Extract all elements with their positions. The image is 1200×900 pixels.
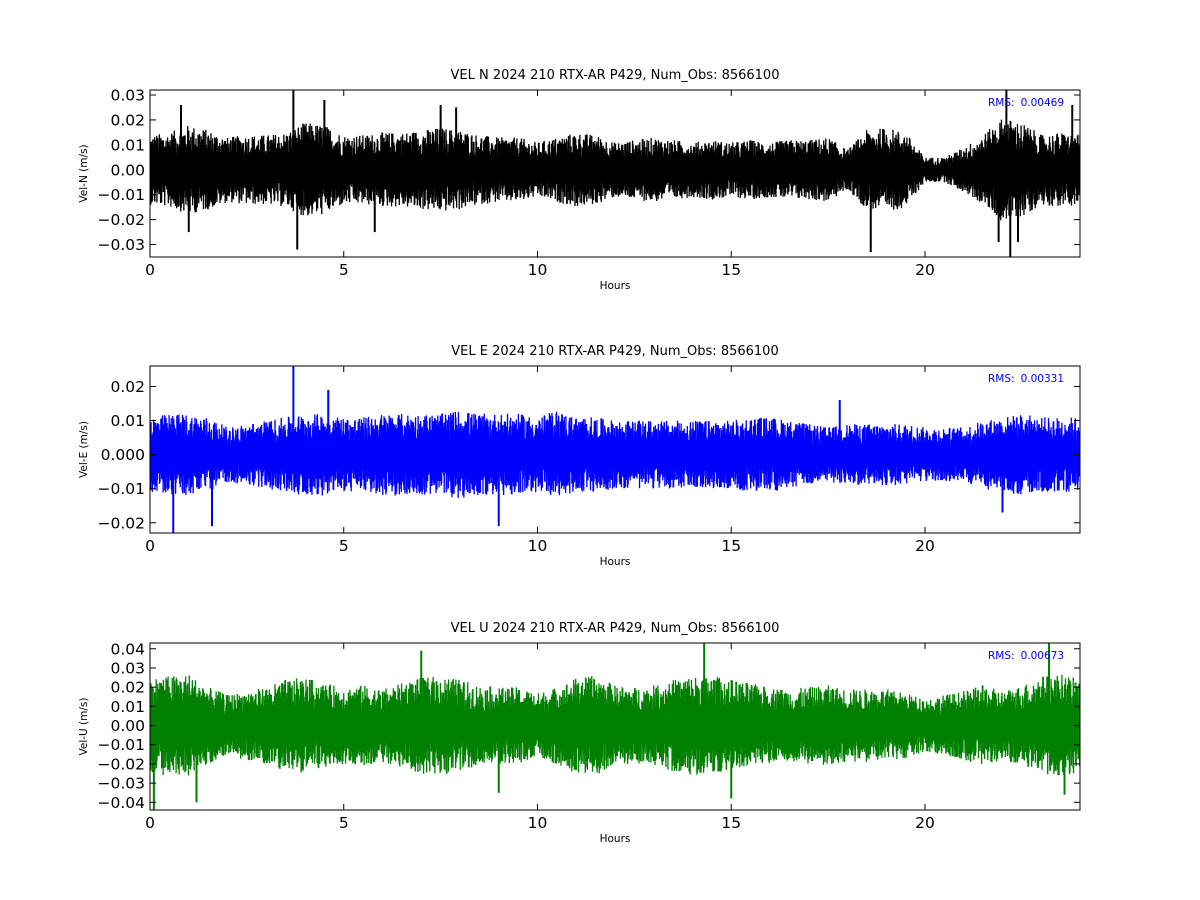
x-tick-label: 10 <box>528 261 548 279</box>
plot-title: VEL N 2024 210 RTX-AR P429, Num_Obs: 856… <box>451 68 780 83</box>
axes-frame <box>149 89 1081 258</box>
y-tick-label: 0.00 <box>110 717 145 735</box>
rms-value: 0.00673 <box>1021 650 1064 662</box>
x-axis-label: Hours <box>600 833 631 845</box>
y-tick-label: −0.02 <box>98 211 146 229</box>
series-line <box>150 119 1080 221</box>
axes-frame <box>149 365 1081 534</box>
y-tick-label: 0.01 <box>110 698 145 716</box>
y-axis-label: Vel-U (m/s) <box>78 698 90 756</box>
y-tick-label: 0.01 <box>110 412 145 430</box>
rms-label: RMS: <box>988 373 1015 385</box>
x-tick-label: 15 <box>721 814 741 832</box>
x-tick-label: 0 <box>145 814 155 832</box>
y-tick-label: 0.02 <box>110 378 145 396</box>
y-tick-label: 0.03 <box>110 86 145 104</box>
y-tick-label: −0.04 <box>98 794 146 812</box>
rms-annotation: RMS: 0.00331 <box>988 373 1064 385</box>
plot-title: VEL E 2024 210 RTX-AR P429, Num_Obs: 856… <box>451 344 778 359</box>
y-tick-label: −0.02 <box>98 755 146 773</box>
y-tick-label: −0.01 <box>98 186 146 204</box>
x-axis-label: Hours <box>600 280 631 292</box>
x-tick-label: 5 <box>339 537 349 555</box>
y-tick-label: 0.02 <box>110 679 145 697</box>
y-tick-label: 0.04 <box>110 640 145 658</box>
x-tick-label: 15 <box>721 537 741 555</box>
x-tick-label: 20 <box>915 261 935 279</box>
x-tick-label: 5 <box>339 814 349 832</box>
rms-annotation: RMS: 0.00469 <box>988 97 1064 109</box>
x-tick-label: 10 <box>528 814 548 832</box>
y-tick-label: 0.00 <box>110 161 145 179</box>
rms-annotation: RMS: 0.00673 <box>988 650 1064 662</box>
y-tick-label: −0.02 <box>98 514 146 532</box>
y-axis-label: Vel-E (m/s) <box>78 421 90 478</box>
y-axis-label: Vel-N (m/s) <box>78 144 90 202</box>
axes-frame <box>149 642 1081 811</box>
subplot-east: VEL E 2024 210 RTX-AR P429, Num_Obs: 856… <box>78 344 1081 568</box>
x-tick-label: 0 <box>145 261 155 279</box>
x-axis-label: Hours <box>600 556 631 568</box>
subplot-up: VEL U 2024 210 RTX-AR P429, Num_Obs: 856… <box>78 621 1081 845</box>
y-tick-label: 0.000 <box>101 446 145 464</box>
x-tick-label: 15 <box>721 261 741 279</box>
rms-label: RMS: <box>988 650 1015 662</box>
subplot-north: VEL N 2024 210 RTX-AR P429, Num_Obs: 856… <box>78 68 1081 292</box>
x-tick-label: 20 <box>915 537 935 555</box>
y-tick-label: −0.01 <box>98 736 146 754</box>
series-line <box>150 674 1080 776</box>
x-tick-label: 20 <box>915 814 935 832</box>
y-tick-label: −0.03 <box>98 775 146 793</box>
x-tick-label: 10 <box>528 537 548 555</box>
y-tick-label: −0.01 <box>98 480 146 498</box>
y-tick-label: 0.02 <box>110 111 145 129</box>
plot-title: VEL U 2024 210 RTX-AR P429, Num_Obs: 856… <box>451 621 780 636</box>
x-tick-label: 0 <box>145 537 155 555</box>
rms-value: 0.00469 <box>1021 97 1064 109</box>
rms-value: 0.00331 <box>1021 373 1064 385</box>
y-tick-label: 0.01 <box>110 136 145 154</box>
series-line <box>150 411 1080 498</box>
y-tick-label: −0.03 <box>98 236 146 254</box>
y-tick-label: 0.03 <box>110 659 145 677</box>
x-tick-label: 5 <box>339 261 349 279</box>
rms-label: RMS: <box>988 97 1015 109</box>
